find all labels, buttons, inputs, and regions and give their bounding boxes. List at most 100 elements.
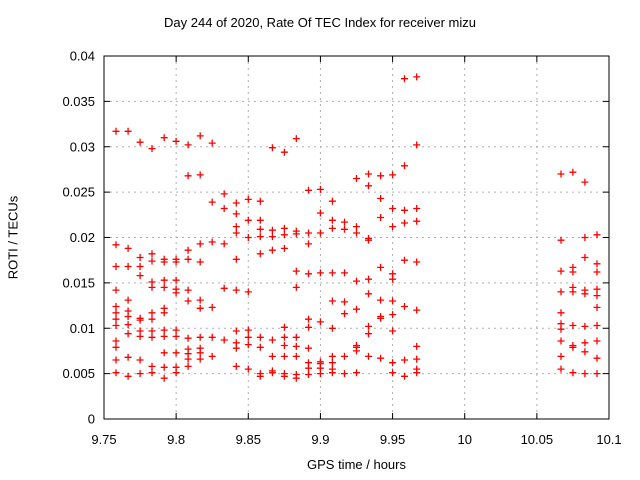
data-point	[280, 224, 288, 232]
data-point	[569, 322, 577, 329]
data-point	[581, 254, 589, 261]
data-point	[413, 258, 421, 266]
data-point	[569, 168, 577, 176]
data-point	[160, 363, 168, 371]
data-point	[341, 225, 348, 233]
y-tick-label: 0.015	[62, 275, 95, 290]
data-point	[365, 170, 372, 178]
data-point	[244, 326, 252, 334]
data-point	[112, 337, 120, 345]
data-point	[148, 283, 156, 291]
data-point	[389, 369, 397, 377]
data-point	[305, 364, 312, 372]
data-point	[184, 141, 192, 149]
data-point	[124, 313, 132, 320]
data-point	[148, 333, 156, 341]
data-point	[172, 369, 180, 377]
data-point	[280, 372, 288, 380]
data-point	[557, 309, 565, 317]
data-point	[184, 297, 192, 305]
data-point	[353, 175, 360, 182]
data-point	[292, 352, 300, 360]
data-point	[172, 332, 180, 340]
data-point	[413, 355, 421, 363]
data-point	[305, 323, 312, 331]
data-point	[196, 349, 204, 357]
data-point	[256, 225, 264, 233]
data-point	[557, 352, 565, 360]
data-point	[220, 284, 228, 292]
data-point	[341, 310, 348, 318]
data-point	[365, 352, 372, 360]
data-point	[292, 135, 300, 143]
data-point	[232, 286, 240, 294]
x-tick-label: 9.95	[380, 432, 405, 447]
data-point	[581, 290, 589, 298]
data-point	[208, 303, 216, 311]
data-point	[208, 198, 216, 206]
data-point	[124, 263, 132, 270]
x-axis-label: GPS time / hours	[307, 457, 406, 472]
data-point	[292, 333, 300, 341]
data-point	[220, 240, 228, 248]
data-point	[389, 327, 397, 335]
data-point	[401, 219, 408, 227]
data-point	[365, 236, 372, 244]
data-point	[136, 263, 144, 270]
data-point	[557, 288, 565, 296]
data-point	[316, 370, 324, 378]
data-point	[112, 369, 120, 377]
data-point	[148, 250, 156, 258]
data-point	[172, 326, 180, 334]
data-point	[124, 127, 132, 135]
x-tick-label: 9.9	[311, 432, 329, 447]
data-point	[256, 372, 264, 380]
data-point	[401, 206, 408, 214]
data-point	[196, 171, 204, 179]
data-point	[256, 216, 264, 224]
x-tick-label: 9.75	[91, 432, 116, 447]
data-point	[184, 286, 192, 294]
data-point	[148, 257, 156, 265]
data-point	[377, 296, 385, 304]
data-point	[557, 325, 565, 333]
data-point	[305, 240, 312, 248]
data-point	[377, 354, 385, 362]
data-point	[292, 230, 300, 238]
data-point	[292, 374, 300, 382]
data-point	[581, 322, 589, 330]
data-point	[377, 214, 385, 221]
data-point	[232, 229, 240, 237]
data-point	[401, 162, 408, 170]
data-point	[593, 322, 601, 329]
data-point	[196, 132, 204, 140]
data-point	[557, 170, 565, 178]
data-point	[196, 296, 204, 304]
data-point	[557, 236, 565, 244]
data-point	[593, 268, 601, 276]
data-point	[160, 332, 168, 340]
data-point	[232, 210, 240, 218]
x-tick-label: 10.05	[521, 432, 554, 447]
data-point	[148, 145, 156, 153]
data-point	[208, 139, 216, 147]
data-point	[292, 342, 300, 350]
y-tick-label: 0.025	[62, 185, 95, 200]
data-point	[268, 369, 276, 377]
data-point	[341, 352, 348, 360]
data-point	[280, 148, 288, 156]
data-point	[328, 216, 336, 224]
data-point	[208, 238, 216, 246]
data-point	[389, 171, 397, 179]
data-point	[353, 277, 360, 285]
data-point	[389, 223, 397, 231]
data-point	[232, 344, 240, 352]
data-point	[160, 134, 168, 142]
data-point	[305, 344, 312, 352]
data-point	[160, 283, 168, 291]
data-point	[328, 297, 336, 305]
data-point	[389, 275, 397, 283]
data-point	[593, 370, 601, 378]
data-point	[148, 315, 156, 323]
data-point	[593, 292, 601, 300]
